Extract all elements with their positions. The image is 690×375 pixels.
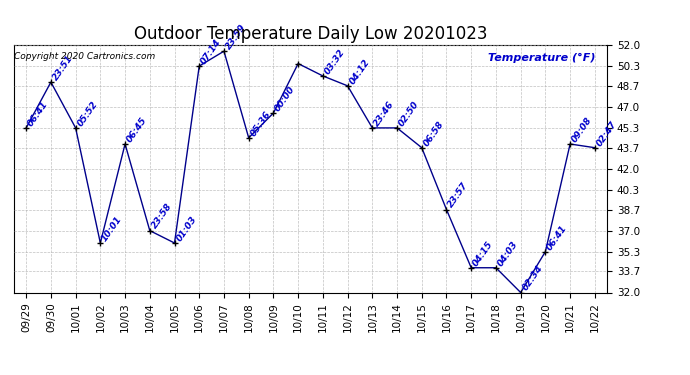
Text: 02:47: 02:47 (595, 119, 619, 148)
Text: 06:45: 06:45 (125, 116, 149, 144)
Text: 04:15: 04:15 (471, 239, 495, 268)
Text: 23:57: 23:57 (446, 181, 471, 210)
Text: 23:51: 23:51 (51, 54, 75, 82)
Text: 07:14: 07:14 (199, 38, 223, 66)
Text: Temperature (°F): Temperature (°F) (488, 53, 595, 63)
Text: 05:52: 05:52 (76, 99, 99, 128)
Title: Outdoor Temperature Daily Low 20201023: Outdoor Temperature Daily Low 20201023 (134, 26, 487, 44)
Text: 06:58: 06:58 (422, 119, 446, 148)
Text: 06:41: 06:41 (26, 99, 50, 128)
Text: 06:41: 06:41 (545, 223, 569, 252)
Text: 10:01: 10:01 (100, 214, 124, 243)
Text: 04:12: 04:12 (348, 57, 371, 86)
Text: 01:03: 01:03 (175, 214, 198, 243)
Text: 23:58: 23:58 (150, 202, 174, 231)
Text: 02:34: 02:34 (521, 264, 544, 292)
Text: 04:03: 04:03 (496, 239, 520, 268)
Text: Copyright 2020 Cartronics.com: Copyright 2020 Cartronics.com (14, 53, 156, 62)
Text: 05:36: 05:36 (248, 109, 273, 138)
Text: 03:32: 03:32 (323, 47, 346, 76)
Text: 00:00: 00:00 (273, 84, 297, 113)
Text: 09:08: 09:08 (570, 116, 594, 144)
Text: 02:50: 02:50 (397, 99, 421, 128)
Text: 23:46: 23:46 (373, 99, 396, 128)
Text: 23:59: 23:59 (224, 22, 248, 51)
